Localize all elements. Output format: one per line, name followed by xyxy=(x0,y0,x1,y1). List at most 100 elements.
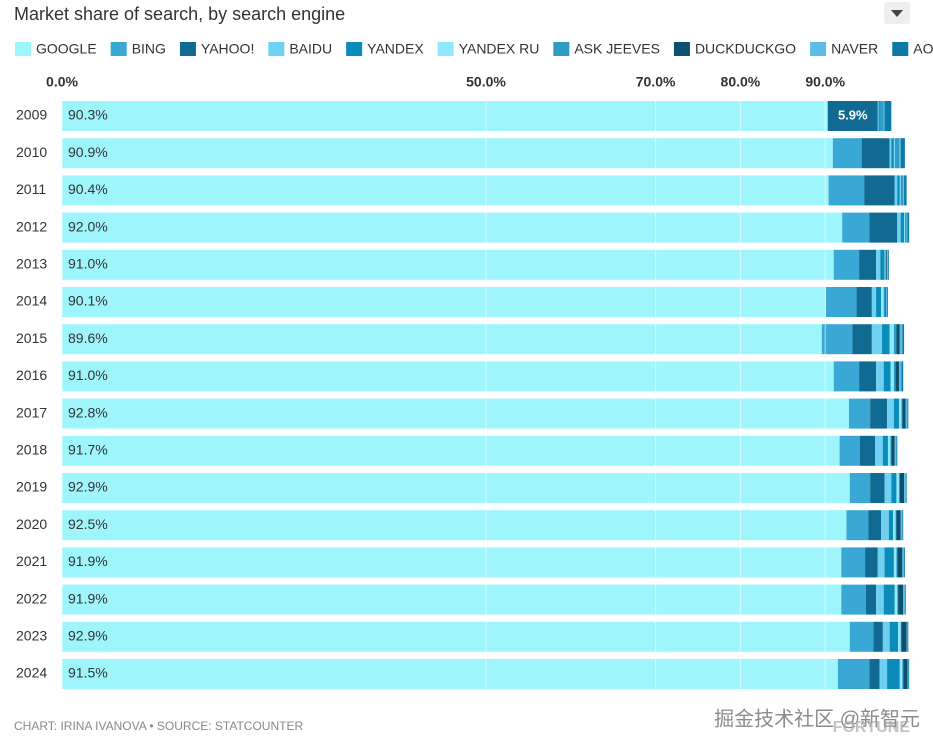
legend-swatch xyxy=(892,42,909,56)
y-tick-label: 2019 xyxy=(16,479,47,495)
bar-segment xyxy=(833,361,860,392)
bar-segment xyxy=(849,621,874,652)
bar-segment xyxy=(876,287,882,317)
bar-segment xyxy=(875,435,883,466)
data-label: 90.3% xyxy=(68,107,108,123)
y-tick-label: 2024 xyxy=(16,665,47,681)
bar-segment xyxy=(871,287,877,317)
data-label: 91.0% xyxy=(68,367,108,383)
data-label: 92.9% xyxy=(68,628,108,644)
legend-swatch xyxy=(810,42,827,56)
bar-segment xyxy=(894,175,898,206)
bar-segment xyxy=(889,324,894,355)
bar-segment xyxy=(877,547,885,578)
y-tick-label: 2011 xyxy=(16,181,46,197)
bar-segment xyxy=(62,287,827,317)
y-tick-label: 2017 xyxy=(16,404,47,420)
bar-segment xyxy=(897,547,903,578)
bar-segment xyxy=(906,621,908,652)
bar-segment xyxy=(886,287,888,317)
bar-segment xyxy=(883,101,885,131)
bar-segment xyxy=(908,659,910,689)
bar-segment xyxy=(846,510,869,541)
legend-swatch xyxy=(673,42,690,56)
bar-segment xyxy=(849,473,871,503)
bar-segment xyxy=(887,287,888,317)
bar-segment xyxy=(889,621,899,652)
bar-segment xyxy=(885,287,887,317)
bar-segment xyxy=(881,510,889,541)
data-label: 92.5% xyxy=(68,516,108,532)
y-tick-label: 2012 xyxy=(16,218,47,234)
bar-segment xyxy=(899,659,903,689)
bar-segment xyxy=(902,398,906,429)
bar-segment xyxy=(62,212,843,243)
legend-label: YANDEX RU xyxy=(459,41,540,57)
y-tick-label: 2021 xyxy=(16,553,47,569)
bar-segment xyxy=(893,361,896,392)
legend-swatch xyxy=(15,42,31,56)
data-label: 92.8% xyxy=(68,404,108,420)
bar-segment xyxy=(900,510,903,541)
bar-segment xyxy=(900,621,902,652)
bar-segment xyxy=(887,249,889,280)
menu-button[interactable] xyxy=(884,2,910,24)
legend-swatch xyxy=(110,42,127,56)
bar-segment xyxy=(62,249,834,280)
bar-segment xyxy=(62,435,840,466)
bar-segment xyxy=(884,101,892,131)
bar-segment xyxy=(898,584,904,615)
bar-segment xyxy=(848,398,871,429)
source: CHART: IRINA IVANOVA • SOURCE: STATCOUNT… xyxy=(14,719,303,733)
bar-segment xyxy=(904,212,905,243)
bar-segment xyxy=(897,212,901,243)
y-tick-label: 2022 xyxy=(16,590,47,606)
data-label: 91.7% xyxy=(68,442,108,458)
data-label: 90.9% xyxy=(68,144,108,160)
bar-segment xyxy=(839,435,860,466)
bar-segment xyxy=(62,547,842,578)
bar-segment xyxy=(904,473,906,503)
legend-swatch xyxy=(553,42,570,56)
bar-segment xyxy=(893,510,896,541)
bar-segment xyxy=(883,287,886,317)
data-label: 92.9% xyxy=(68,479,108,495)
bar-segment xyxy=(901,621,907,652)
bar-segment xyxy=(884,547,894,578)
bar-segment xyxy=(871,324,883,355)
bar-segment xyxy=(879,101,884,131)
bar-segment xyxy=(899,324,903,355)
bar-segment xyxy=(842,212,870,243)
y-tick-label: 2014 xyxy=(16,293,47,309)
bar-segment xyxy=(893,138,895,169)
bar-segment xyxy=(887,398,894,429)
data-label: 90.4% xyxy=(68,181,108,197)
x-tick-label: 70.0% xyxy=(636,74,676,90)
bar-segment xyxy=(873,621,883,652)
bar-segment xyxy=(907,621,909,652)
bar-segment xyxy=(883,584,895,615)
bar-segment xyxy=(62,659,838,689)
bar-segment xyxy=(904,584,906,615)
legend-label: DUCKDUCKGO xyxy=(695,41,796,57)
bar-segment xyxy=(884,473,892,503)
bar-segment xyxy=(62,361,834,392)
legend-swatch xyxy=(437,42,454,56)
bar-segment xyxy=(896,473,899,503)
legend-label: NAVER xyxy=(831,41,878,57)
bar-segment xyxy=(887,249,888,280)
bar-segment xyxy=(885,249,887,280)
bar-segment xyxy=(899,473,905,503)
legend-swatch xyxy=(179,42,196,56)
menu-icon[interactable] xyxy=(891,10,903,17)
bar-segment xyxy=(878,101,880,131)
bar-segment xyxy=(62,324,822,355)
data-label: 91.9% xyxy=(68,590,108,606)
bar-segment xyxy=(903,659,908,689)
y-tick-label: 2013 xyxy=(16,256,47,272)
bar-segment xyxy=(861,138,890,169)
x-tick-label: 80.0% xyxy=(721,74,761,90)
bar-segment xyxy=(896,435,898,466)
legend-label: BING xyxy=(132,41,166,57)
